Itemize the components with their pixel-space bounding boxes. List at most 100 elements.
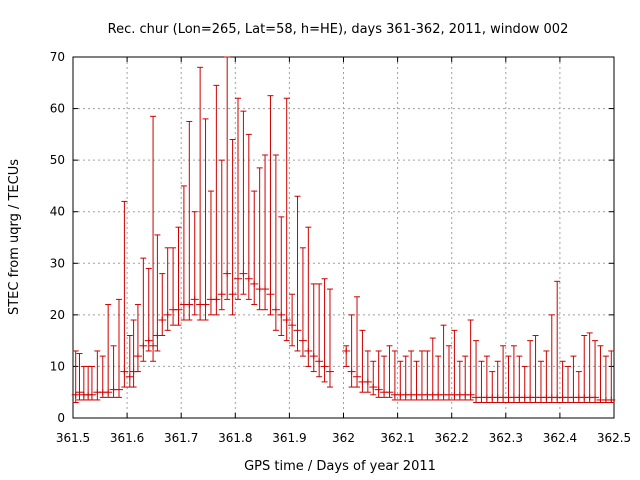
data-point [206,190,215,316]
data-point [509,345,518,404]
data-point [201,118,210,321]
data-point [374,350,383,398]
data-point [129,319,138,388]
data-point [396,360,405,401]
data-point [455,360,464,401]
data-point [144,267,153,352]
data-point [75,353,84,401]
data-point [553,280,562,404]
x-tick-label: 362.1 [380,431,414,445]
y-tick-label: 20 [50,308,65,322]
x-tick-label: 362.3 [489,431,523,445]
data-point [293,195,302,352]
data-point [434,355,443,401]
data-point [472,340,481,404]
data-point [417,350,426,401]
data-point [574,371,583,404]
data-point [315,283,324,378]
data-point [596,345,605,404]
chart-title: Rec. chur (Lon=265, Lat=58, h=HE), days … [108,22,569,37]
data-point [526,340,535,404]
data-point [266,95,275,316]
x-tick-label: 361.8 [218,431,252,445]
data-point [133,304,142,373]
data-point [401,355,410,401]
data-point [585,332,594,404]
grid-layer [73,57,614,418]
data-point [139,257,148,362]
x-tick-label: 361.5 [56,431,90,445]
data-point [104,304,113,398]
data-point [536,360,545,404]
x-tick-label: 362.5 [597,431,631,445]
data-point [239,110,248,295]
data-point [428,337,437,401]
data-point [158,273,167,336]
data-point [153,234,162,352]
data-point [87,365,96,401]
data-point [347,314,356,388]
data-point [277,216,286,336]
data-point [185,120,194,321]
data-point [542,350,551,404]
data-point [385,345,394,398]
data-point [607,350,616,404]
x-tick-label: 362.4 [543,431,577,445]
data-point [234,97,243,300]
data-point [482,355,491,404]
data-point [358,329,367,393]
y-tick-label: 10 [50,359,65,373]
data-point [515,355,524,404]
data-point [466,319,475,401]
data-point [174,226,183,326]
data-point [493,360,502,404]
data-point [190,211,199,316]
y-axis-label: STEC from uqrg / TECUs [7,159,22,315]
data-point [320,278,329,383]
data-point [580,334,589,404]
y-tick-label: 0 [57,411,65,425]
data-point [98,355,107,398]
data-point [282,97,291,342]
x-tick-label: 362 [332,431,355,445]
data-point [591,340,600,404]
data-point [380,355,389,398]
data-layer [71,56,616,404]
y-tick-label: 60 [50,102,65,116]
x-tick-label: 361.7 [164,431,198,445]
data-point [531,334,540,404]
data-point [71,350,80,404]
data-point [558,360,567,404]
data-point [244,133,253,300]
data-point [439,324,448,401]
data-point [547,314,556,404]
data-point [520,365,529,404]
data-point [450,329,459,401]
data-point [212,84,221,316]
data-point [169,247,178,326]
data-point [298,247,307,357]
data-point [504,355,513,404]
data-point [363,350,372,393]
data-point [423,350,432,401]
data-point [309,283,318,373]
data-point [228,139,237,316]
data-point [412,360,421,401]
data-point [149,115,158,362]
data-point [120,200,129,388]
data-point [196,66,205,321]
data-point [461,355,470,401]
ticks-layer: 361.5 361.6 361.7 361.8 361.9 362 362.1 362.2 36… [50,50,631,445]
data-point [304,226,313,367]
data-point [250,190,259,306]
data-point [569,355,578,404]
data-point [601,355,610,404]
x-tick-label: 362.2 [435,431,469,445]
data-point [444,345,453,401]
data-point [488,371,497,404]
data-point [255,167,264,311]
data-point [271,154,280,331]
data-point [369,360,378,396]
data-point [217,159,226,311]
data-point [477,360,486,404]
